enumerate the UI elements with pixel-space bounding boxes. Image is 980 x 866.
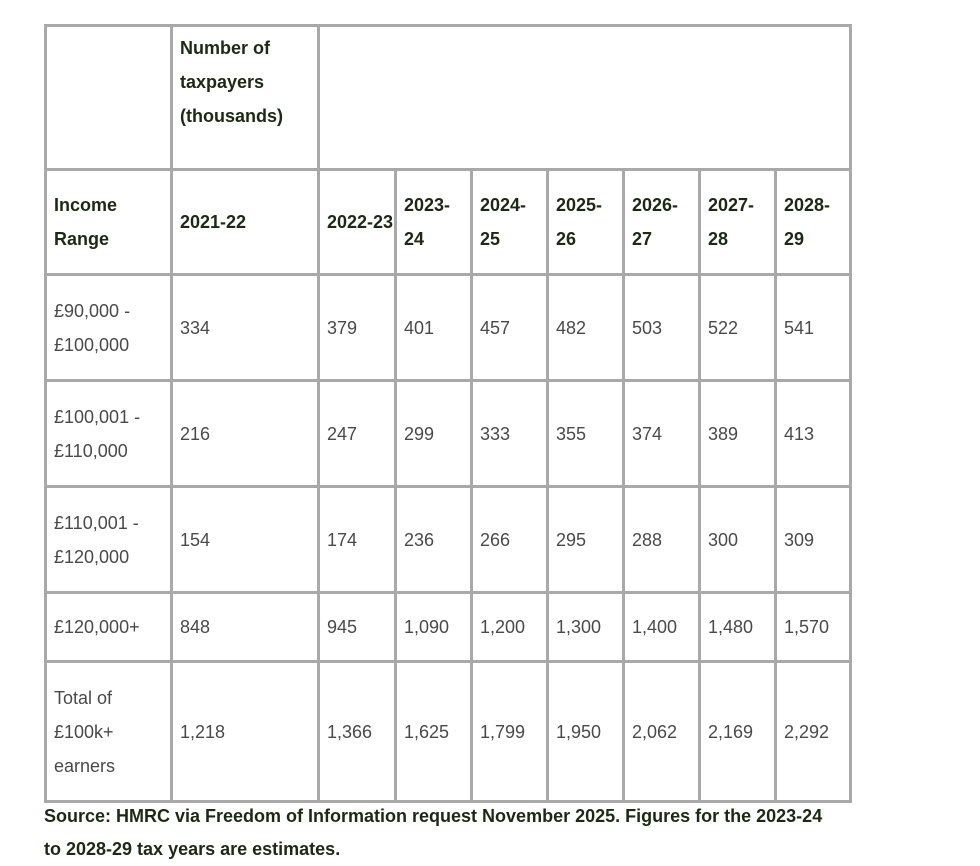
value-cell: 1,218 bbox=[170, 660, 320, 803]
value-cell: 333 bbox=[470, 379, 549, 488]
header-year: 2024-25 bbox=[470, 168, 549, 276]
income-range-cell: £120,000+ bbox=[44, 591, 173, 663]
header-number-of-taxpayers: Number of taxpayers (thousands) bbox=[170, 24, 320, 171]
header-year: 2025-26 bbox=[546, 168, 625, 276]
value-cell: 379 bbox=[317, 273, 397, 382]
value-cell: 1,090 bbox=[394, 591, 473, 663]
header-year: 2022-23 bbox=[317, 168, 397, 276]
empty-corner-cell bbox=[44, 24, 173, 171]
table-row: £120,000+ 848 945 1,090 1,200 1,300 1,400 1,480… bbox=[44, 591, 852, 663]
taxpayers-table: Number of taxpayers (thousands) Income R… bbox=[44, 24, 852, 803]
value-cell: 1,300 bbox=[546, 591, 625, 663]
value-cell: 482 bbox=[546, 273, 625, 382]
income-range-cell: £90,000 - £100,000 bbox=[44, 273, 173, 382]
value-cell: 1,480 bbox=[698, 591, 777, 663]
income-range-cell: £110,001 - £120,000 bbox=[44, 485, 173, 594]
value-cell: 1,400 bbox=[622, 591, 701, 663]
value-cell: 236 bbox=[394, 485, 473, 594]
value-cell: 848 bbox=[170, 591, 320, 663]
value-cell: 1,799 bbox=[470, 660, 549, 803]
source-note: Source: HMRC via Freedom of Information … bbox=[44, 806, 823, 859]
value-cell: 288 bbox=[622, 485, 701, 594]
empty-header-span bbox=[317, 24, 852, 171]
value-cell: 522 bbox=[698, 273, 777, 382]
value-cell: 503 bbox=[622, 273, 701, 382]
value-cell: 1,625 bbox=[394, 660, 473, 803]
value-cell: 457 bbox=[470, 273, 549, 382]
header-year: 2021-22 bbox=[170, 168, 320, 276]
value-cell: 309 bbox=[774, 485, 852, 594]
value-cell: 945 bbox=[317, 591, 397, 663]
table-row: Total of £100k+ earners 1,218 1,366 1,625 1,… bbox=[44, 660, 852, 803]
value-cell: 374 bbox=[622, 379, 701, 488]
header-income-range: Income Range bbox=[44, 168, 173, 276]
value-cell: 295 bbox=[546, 485, 625, 594]
value-cell: 216 bbox=[170, 379, 320, 488]
value-cell: 401 bbox=[394, 273, 473, 382]
value-cell: 299 bbox=[394, 379, 473, 488]
value-cell: 413 bbox=[774, 379, 852, 488]
value-cell: 1,200 bbox=[470, 591, 549, 663]
header-year: 2026-27 bbox=[622, 168, 701, 276]
header-year: 2023-24 bbox=[394, 168, 473, 276]
value-cell: 355 bbox=[546, 379, 625, 488]
value-cell: 2,292 bbox=[774, 660, 852, 803]
value-cell: 174 bbox=[317, 485, 397, 594]
income-range-cell: Total of £100k+ earners bbox=[44, 660, 173, 803]
header-year: 2027-28 bbox=[698, 168, 777, 276]
value-cell: 266 bbox=[470, 485, 549, 594]
value-cell: 247 bbox=[317, 379, 397, 488]
value-cell: 2,062 bbox=[622, 660, 701, 803]
table-row: £90,000 - £100,000 334 379 401 457 482 503 522 5… bbox=[44, 273, 852, 382]
table-row: £100,001 - £110,000 216 247 299 333 355 374 389… bbox=[44, 379, 852, 488]
header-row-years: Income Range 2021-22 2022-23 2023-24 2024-2… bbox=[44, 168, 852, 276]
value-cell: 1,366 bbox=[317, 660, 397, 803]
value-cell: 389 bbox=[698, 379, 777, 488]
header-year: 2028-29 bbox=[774, 168, 852, 276]
header-row-top: Number of taxpayers (thousands) bbox=[44, 24, 852, 171]
value-cell: 541 bbox=[774, 273, 852, 382]
income-range-cell: £100,001 - £110,000 bbox=[44, 379, 173, 488]
value-cell: 2,169 bbox=[698, 660, 777, 803]
value-cell: 1,950 bbox=[546, 660, 625, 803]
value-cell: 334 bbox=[170, 273, 320, 382]
value-cell: 154 bbox=[170, 485, 320, 594]
value-cell: 1,570 bbox=[774, 591, 852, 663]
table-row: £110,001 - £120,000 154 174 236 266 295 288 300… bbox=[44, 485, 852, 594]
value-cell: 300 bbox=[698, 485, 777, 594]
